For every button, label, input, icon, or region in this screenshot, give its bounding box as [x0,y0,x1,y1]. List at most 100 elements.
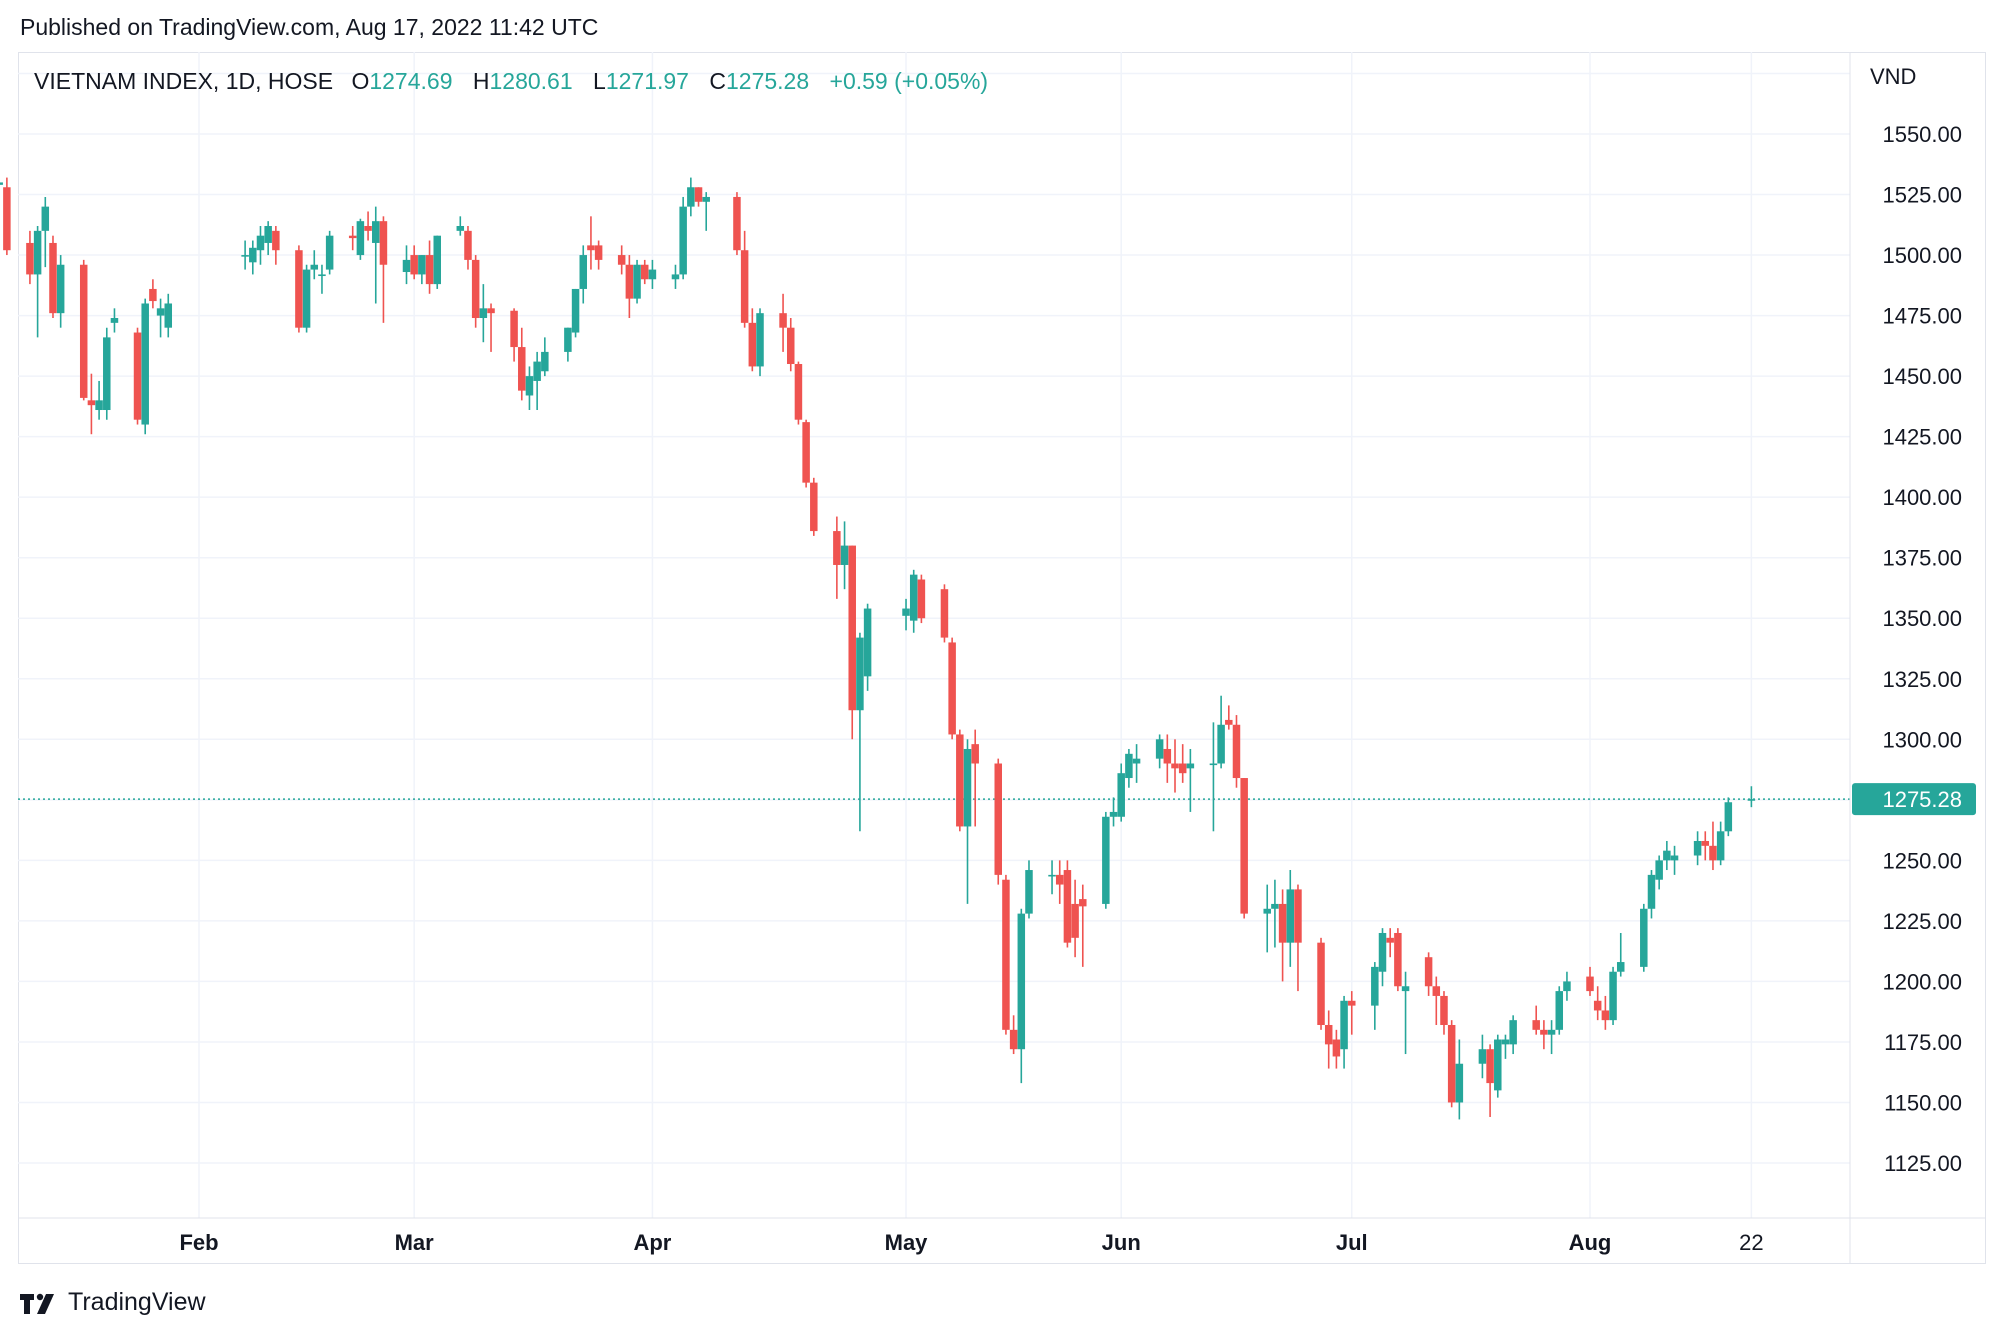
candle-down[interactable] [1386,928,1394,958]
candle-down[interactable] [802,419,810,488]
candle-down[interactable] [1332,1029,1341,1069]
candle-up[interactable] [679,196,687,280]
candle-up[interactable] [1286,870,1295,967]
candle-down[interactable] [948,637,956,740]
candle-up[interactable] [1478,1034,1487,1079]
candle-up[interactable] [756,308,764,377]
candle-up[interactable] [525,366,534,411]
candle-up[interactable] [1563,971,1571,1001]
candle-up[interactable] [1048,860,1056,895]
candle-down[interactable] [464,226,472,270]
candle-up[interactable] [671,264,680,289]
candle-down[interactable] [1171,739,1179,793]
candle-down[interactable] [425,240,434,294]
candle-up[interactable] [902,598,910,631]
candle-up[interactable] [702,192,710,231]
candle-down[interactable] [3,177,11,256]
candlestick-chart[interactable]: VND 1550.00 1525.00 1500.00 1475.00 1450.00 14… [0,0,2000,1280]
candle-up[interactable] [1555,986,1564,1035]
candle-up[interactable] [456,216,465,236]
candle-down[interactable] [471,255,480,328]
candle-down[interactable] [149,279,157,309]
candle-up[interactable] [241,240,249,270]
candle-down[interactable] [640,259,649,285]
candle-down[interactable] [694,187,703,207]
candle-down[interactable] [348,226,357,251]
candle-down[interactable] [1079,884,1087,967]
candle-down[interactable] [1178,744,1187,783]
candle-down[interactable] [1278,889,1287,982]
candle-up[interactable] [402,245,411,285]
candle-up[interactable] [325,230,334,275]
candle-up[interactable] [1209,722,1218,832]
candle-down[interactable] [1294,884,1302,992]
candle-up[interactable] [1155,734,1164,769]
candle-down[interactable] [971,729,979,827]
candle-down[interactable] [1394,928,1402,992]
candle-up[interactable] [1025,860,1033,919]
candle-down[interactable] [518,327,526,401]
candle-up[interactable] [856,632,864,832]
candle-up[interactable] [963,739,972,904]
candle-down[interactable] [1063,860,1072,948]
candle-up[interactable] [909,569,918,633]
candle-down[interactable] [1317,937,1325,1030]
candle-down[interactable] [787,318,795,372]
candle-down[interactable] [1540,1020,1548,1050]
candle-down[interactable] [1071,879,1079,958]
candle-up[interactable] [1371,962,1379,1030]
candle-down[interactable] [1709,821,1717,871]
chart-frame[interactable] [18,52,1986,1264]
candle-down[interactable] [848,545,856,740]
candle-down[interactable] [510,308,518,362]
candle-down[interactable] [1586,966,1594,996]
candle-down[interactable] [1532,1005,1540,1035]
candle-down[interactable] [1348,991,1356,1035]
candle-up[interactable] [249,240,257,275]
candle-up[interactable] [1132,744,1141,783]
candle-down[interactable] [487,303,495,352]
candle-down[interactable] [133,327,142,425]
candle-up[interactable] [648,259,657,289]
candle-up[interactable] [1716,821,1725,866]
candle-up[interactable] [1547,1020,1556,1055]
candle-up[interactable] [840,521,849,590]
candle-up[interactable] [1125,748,1133,788]
candle-down[interactable] [956,729,964,832]
candle-up[interactable] [141,298,149,435]
candle-up[interactable] [579,245,588,304]
candle-down[interactable] [994,758,1002,885]
candle-down[interactable] [940,584,949,643]
candle-up[interactable] [356,218,365,260]
candle-up[interactable] [1401,971,1410,1055]
candle-down[interactable] [587,216,595,270]
candle-down[interactable] [594,240,603,270]
candle-up[interactable] [1647,870,1656,919]
candle-down[interactable] [1701,831,1710,861]
candle-up[interactable] [256,226,265,265]
candle-up[interactable] [1109,797,1118,827]
candle-up[interactable] [1724,797,1733,837]
candle-up[interactable] [264,221,272,256]
candle-up[interactable] [95,380,103,420]
candle-down[interactable] [1440,991,1448,1035]
candle-down[interactable] [1601,995,1610,1030]
candle-up[interactable] [103,327,111,420]
candle-down[interactable] [49,235,57,319]
candle-down[interactable] [1002,874,1010,1035]
candle-up[interactable] [1663,840,1671,871]
candle-up[interactable] [1340,995,1348,1069]
candle-down[interactable] [748,308,757,372]
candle-down[interactable] [917,574,926,624]
candle-down[interactable] [740,230,749,328]
candle-up[interactable] [1263,884,1271,953]
candle-up[interactable] [564,327,572,362]
candle-up[interactable] [1271,879,1279,948]
candle-up[interactable] [479,284,488,343]
candle-down[interactable] [379,216,388,323]
candle-up[interactable] [533,351,541,411]
candle-up[interactable] [1747,786,1756,808]
candle-down[interactable] [1486,1044,1494,1117]
candle-down[interactable] [1240,778,1248,919]
candle-up[interactable] [164,293,173,338]
